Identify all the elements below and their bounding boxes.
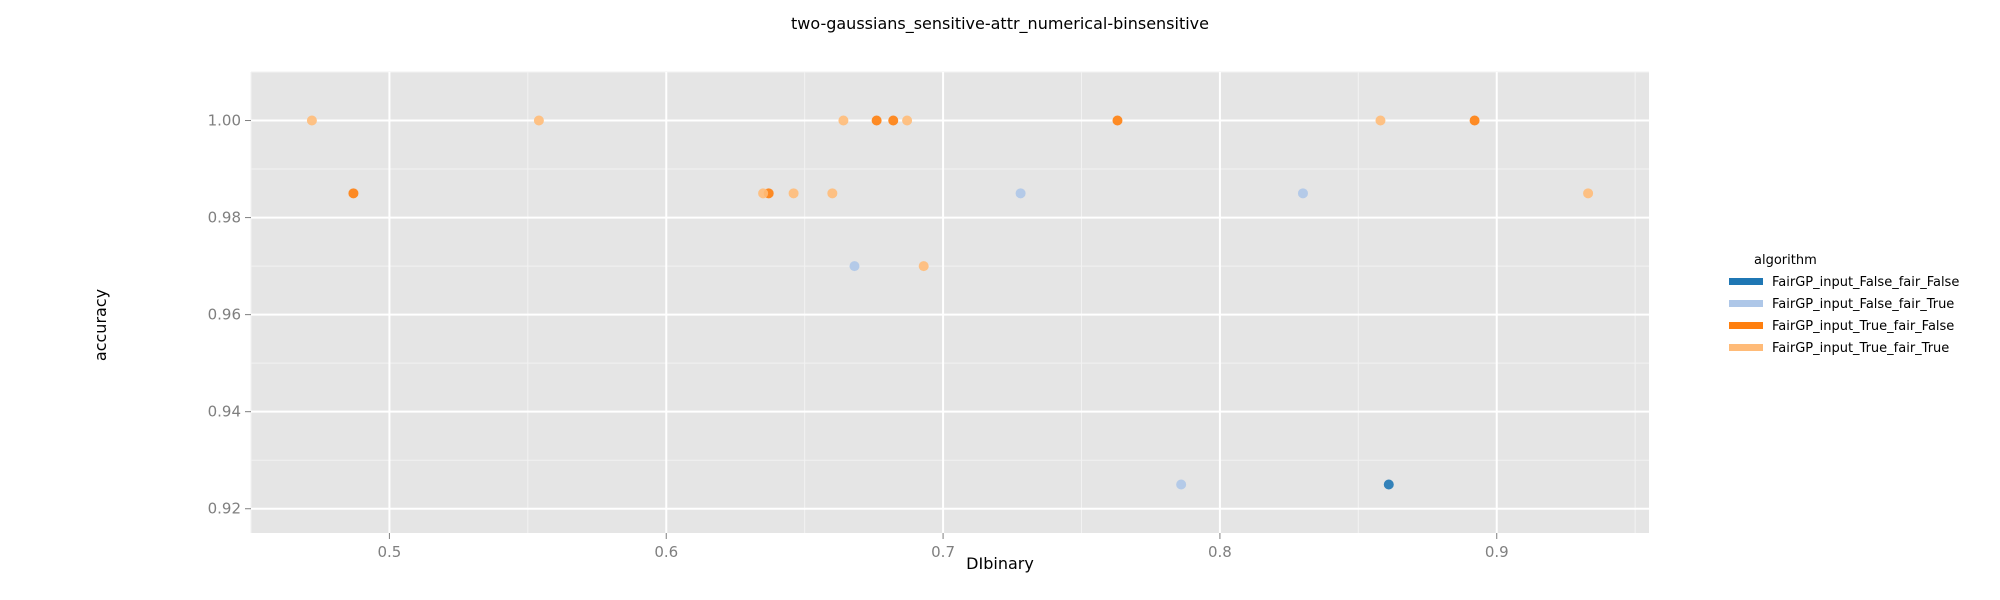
data-point <box>838 115 849 126</box>
data-point <box>1583 188 1594 199</box>
data-point <box>1469 115 1480 126</box>
data-point <box>1297 188 1308 199</box>
data-point <box>758 188 769 199</box>
data-point <box>918 261 929 272</box>
data-point <box>1015 188 1026 199</box>
data-point <box>1375 115 1386 126</box>
y-tick-label: 0.98 <box>208 209 241 227</box>
x-tick-label: 0.9 <box>1485 543 1509 561</box>
legend-label: FairGP_input_False_fair_False <box>1772 275 1959 290</box>
data-point <box>1176 479 1187 490</box>
legend-swatch <box>1729 322 1763 329</box>
y-axis-title: accuracy <box>91 289 110 361</box>
legend-swatch <box>1729 300 1763 307</box>
major-gridlines <box>251 72 1649 533</box>
data-point <box>827 188 838 199</box>
minor-gridlines <box>250 71 1649 533</box>
data-point <box>902 115 913 126</box>
data-point <box>871 115 882 126</box>
data-point <box>1383 479 1394 490</box>
data-point <box>788 188 799 199</box>
legend: algorithm FairGP_input_False_fair_False F… <box>1729 253 1959 356</box>
x-tick-label: 0.7 <box>931 543 955 561</box>
data-point <box>888 115 899 126</box>
x-axis-ticks: 0.5 0.6 0.7 0.8 0.9 <box>377 533 1509 561</box>
data-point <box>533 115 544 126</box>
plot-background <box>251 72 1649 533</box>
y-tick-label: 0.92 <box>208 500 241 518</box>
chart-title: two-gaussians_sensitive-attr_numerical-b… <box>791 14 1209 34</box>
y-tick-label: 0.96 <box>208 306 241 324</box>
y-tick-label: 1.00 <box>208 112 241 130</box>
y-axis-ticks: 0.92 0.94 0.96 0.98 1.00 <box>208 112 251 518</box>
data-point <box>1112 115 1123 126</box>
x-tick-label: 0.6 <box>654 543 678 561</box>
data-point <box>348 188 359 199</box>
data-point <box>306 115 317 126</box>
legend-label: FairGP_input_True_fair_False <box>1772 319 1954 334</box>
legend-label: FairGP_input_False_fair_True <box>1772 297 1954 312</box>
x-tick-label: 0.8 <box>1208 543 1232 561</box>
data-points <box>306 115 1594 490</box>
x-axis-title: DIbinary <box>966 554 1034 573</box>
data-point <box>849 261 860 272</box>
y-tick-label: 0.94 <box>208 403 241 421</box>
legend-label: FairGP_input_True_fair_True <box>1772 341 1949 356</box>
x-tick-label: 0.5 <box>377 543 401 561</box>
legend-title: algorithm <box>1754 253 1817 268</box>
legend-swatch <box>1729 344 1763 351</box>
legend-swatch <box>1729 278 1763 285</box>
